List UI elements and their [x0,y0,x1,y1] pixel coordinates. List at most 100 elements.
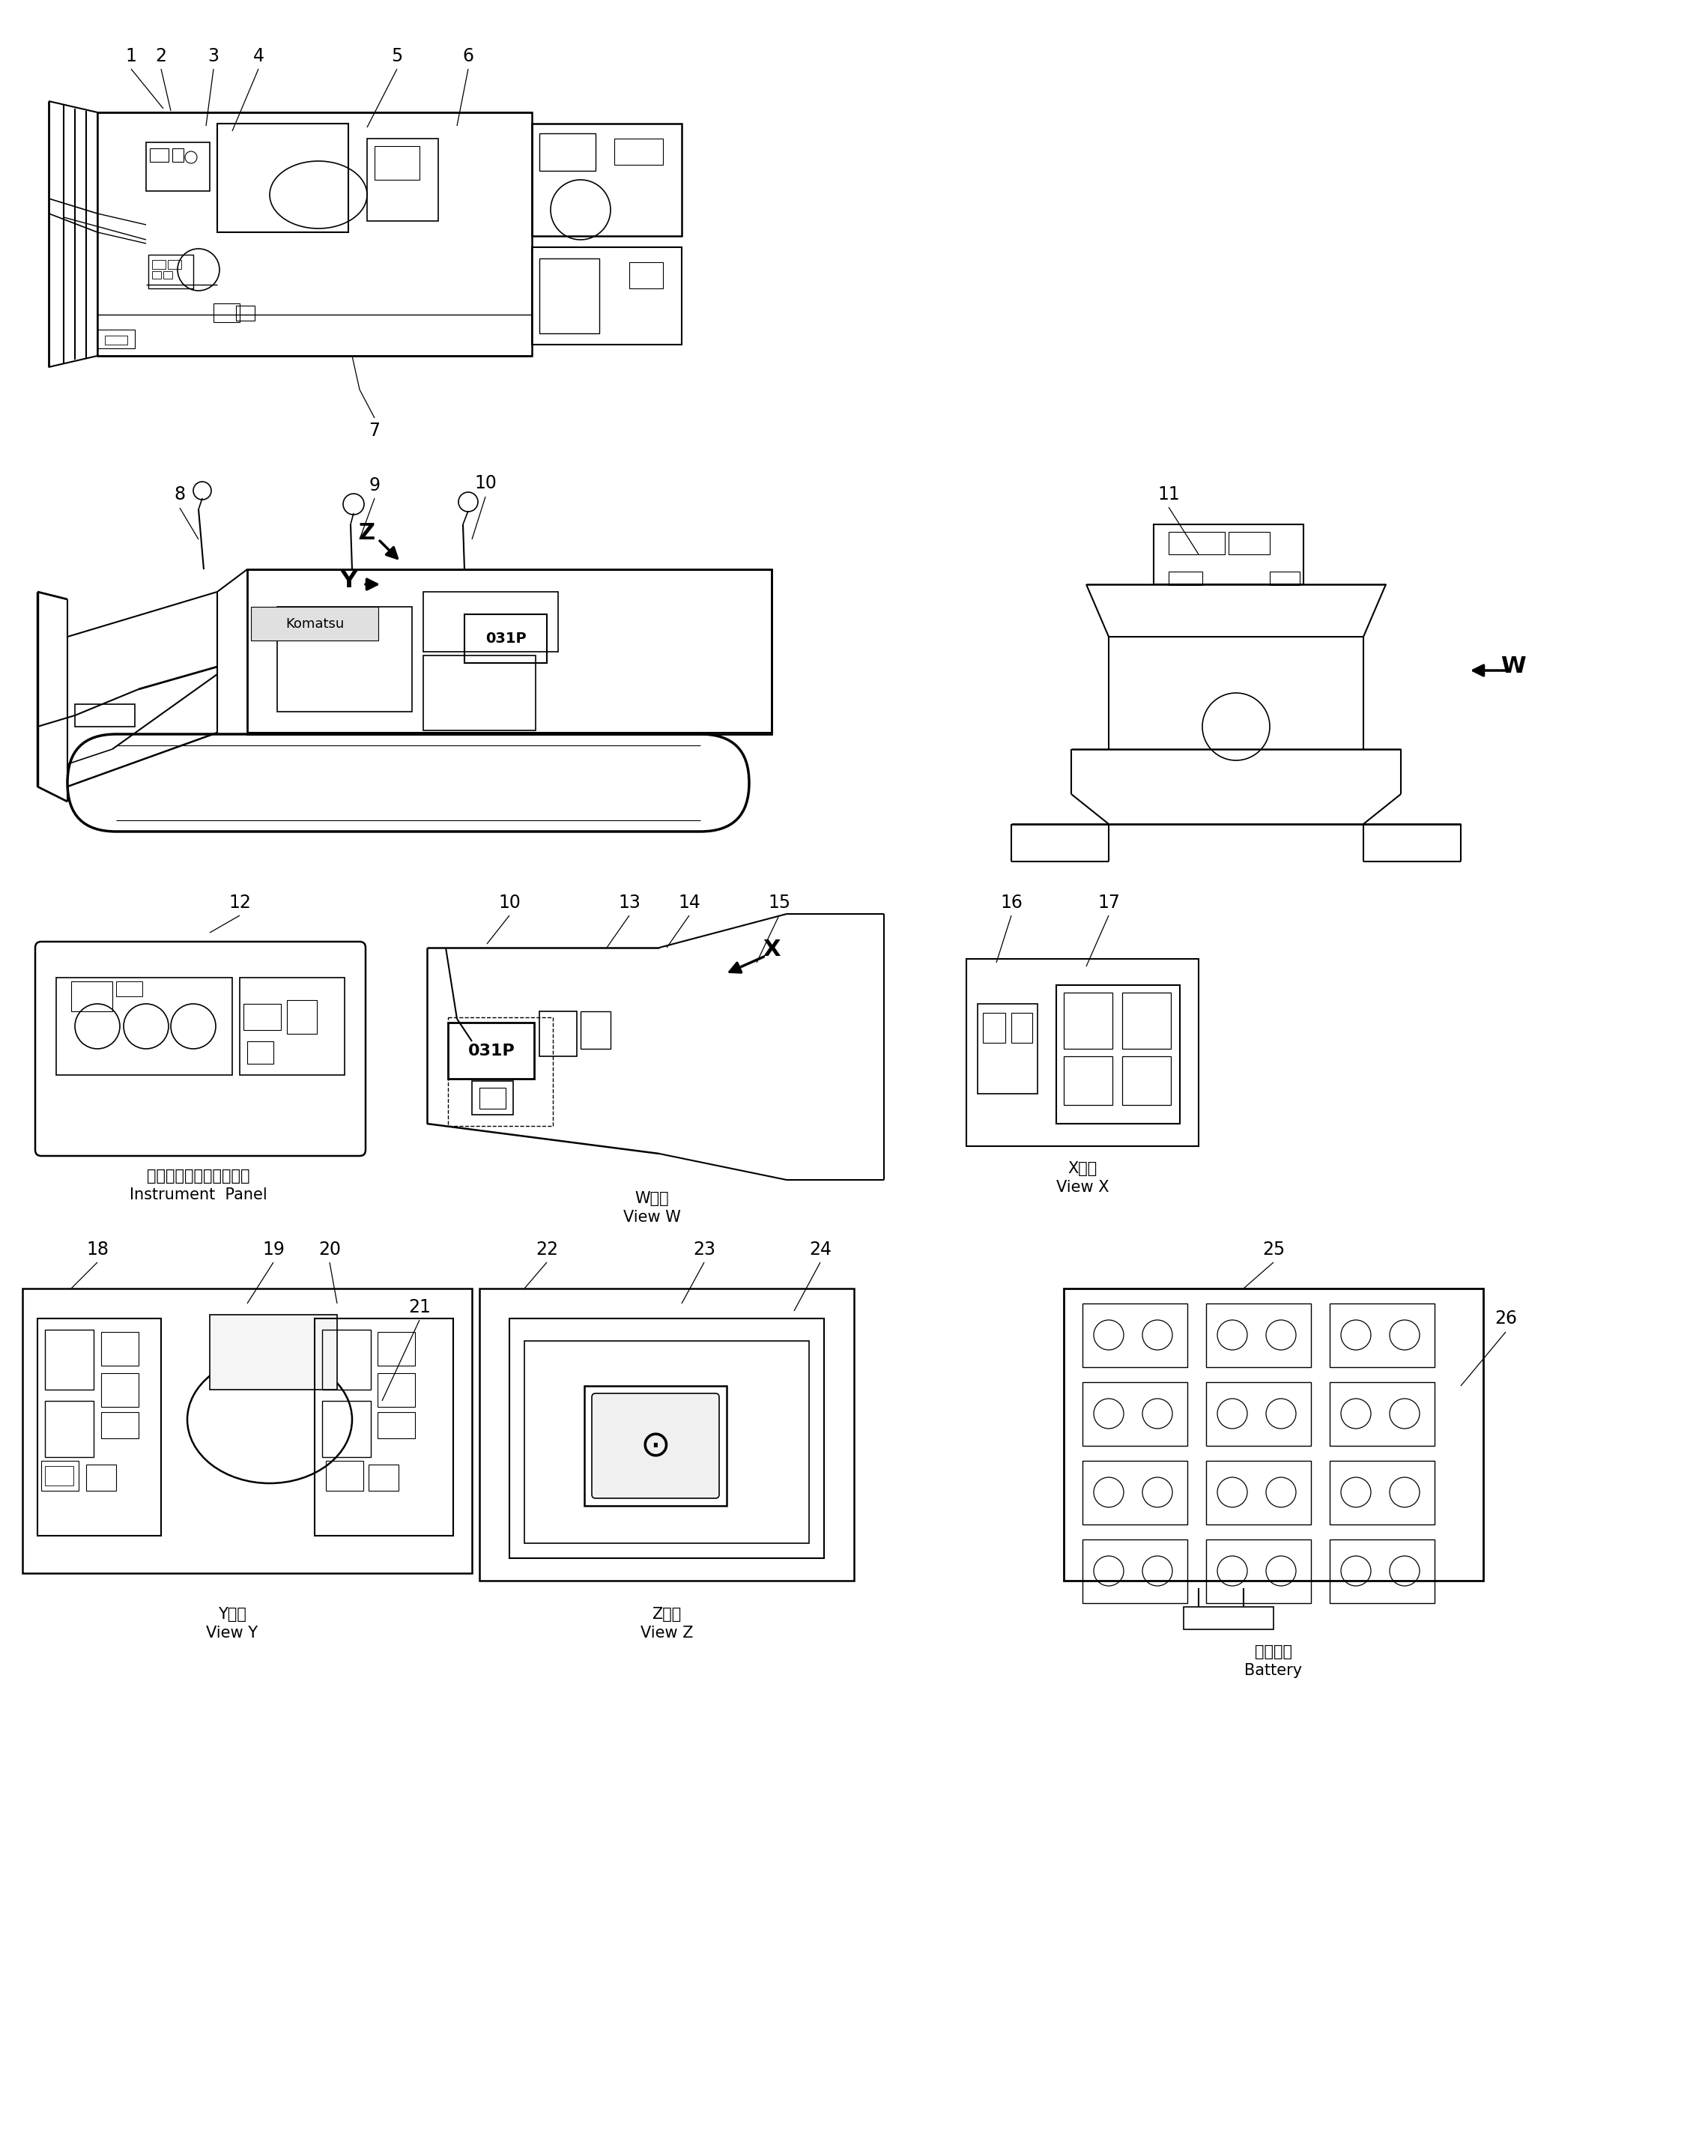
Text: 13: 13 [618,895,640,912]
Bar [471,1080,512,1115]
Text: View Y: View Y [207,1626,258,1641]
Bar [1064,1289,1483,1580]
Bar [1083,1539,1187,1604]
Bar [167,261,181,270]
Text: 18: 18 [85,1240,109,1259]
Bar [1331,1382,1435,1447]
Text: View Z: View Z [640,1626,693,1641]
Bar [150,149,169,162]
Bar [44,1330,94,1391]
Text: X　視: X 視 [1068,1162,1097,1177]
Text: 9: 9 [369,476,381,494]
Text: 10: 10 [499,895,521,912]
Bar [1122,1056,1172,1106]
Text: Instrument  Panel: Instrument Panel [130,1188,268,1203]
Text: Komatsu: Komatsu [285,617,343,632]
Text: 4: 4 [253,47,265,65]
Bar [1168,533,1225,554]
Text: W　視: W 視 [635,1190,670,1205]
Bar [101,1412,138,1438]
Bar [214,304,239,321]
Bar [1228,533,1269,554]
Bar [447,1018,553,1125]
Bar [1206,1382,1312,1447]
Text: 19: 19 [263,1240,285,1259]
Bar [248,569,772,735]
Bar [509,1319,823,1559]
Bar [210,1315,336,1391]
Bar [152,261,166,270]
Bar [44,1466,73,1485]
Text: Z: Z [359,522,376,543]
Bar [173,149,183,162]
Bar [101,1373,138,1408]
Bar [977,1005,1037,1093]
Bar [1184,1606,1274,1630]
Text: インスツルメントパネル: インスツルメントパネル [147,1169,249,1184]
Text: 17: 17 [1098,895,1120,912]
Bar [374,147,420,179]
Text: X: X [763,940,781,962]
Bar [531,123,681,235]
Text: View X: View X [1056,1179,1108,1194]
Bar [982,1013,1006,1044]
Bar [1331,1539,1435,1604]
Bar [75,705,135,727]
Text: 15: 15 [769,895,791,912]
Bar [465,614,547,664]
Bar [314,1319,453,1535]
Bar [1083,1304,1187,1367]
Bar [147,142,210,192]
Text: Battery: Battery [1245,1662,1303,1677]
Bar [116,981,142,996]
Bar [1064,992,1112,1048]
Bar [239,977,345,1076]
Text: ⊙: ⊙ [640,1427,671,1464]
Bar [248,1041,273,1063]
Text: 12: 12 [229,895,251,912]
Text: 23: 23 [693,1240,716,1259]
Text: 8: 8 [174,485,186,502]
Bar [967,959,1199,1147]
Bar [1153,524,1303,584]
Bar [97,330,135,349]
Bar [104,336,128,345]
Bar [1011,1013,1032,1044]
Text: 16: 16 [1001,895,1023,912]
Text: 6: 6 [463,47,473,65]
Bar [629,263,663,289]
Text: 5: 5 [391,47,403,65]
Text: 10: 10 [475,474,497,492]
Bar [1269,571,1300,584]
Bar [424,655,536,731]
Bar [1083,1382,1187,1447]
Bar [41,1462,79,1490]
Text: W: W [1501,655,1525,677]
Bar [217,123,348,233]
Bar [164,272,173,278]
Bar [22,1289,471,1574]
Text: 3: 3 [208,47,219,65]
Bar [38,1319,161,1535]
Bar [1083,1462,1187,1524]
Bar [480,1289,854,1580]
Text: Y: Y [340,569,357,591]
Text: 14: 14 [678,895,700,912]
Bar [615,138,663,164]
Bar [540,259,600,334]
Bar [1331,1304,1435,1367]
Bar [1206,1462,1312,1524]
Text: バッテリ: バッテリ [1255,1645,1293,1660]
Bar [244,1005,280,1031]
Text: 25: 25 [1262,1240,1284,1259]
Bar [540,134,596,170]
Bar [72,981,113,1011]
Text: 7: 7 [369,423,381,440]
Bar [1064,1056,1112,1106]
Bar [323,1330,371,1391]
Bar [367,138,439,222]
Bar [1331,1462,1435,1524]
Bar [323,1401,371,1457]
Bar [97,112,531,356]
Bar [1056,985,1180,1123]
